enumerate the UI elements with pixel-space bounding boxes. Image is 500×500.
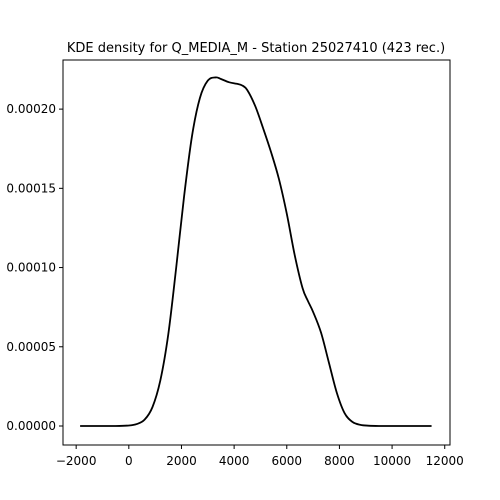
density-line	[80, 76, 432, 427]
x-tick-label: 2000	[166, 454, 197, 468]
x-tick-label: 10000	[373, 454, 411, 468]
x-tick-label: 4000	[219, 454, 250, 468]
x-tick-label: 6000	[272, 454, 303, 468]
y-tick-label: 0.00015	[6, 181, 56, 195]
axes-frame	[62, 59, 451, 446]
chart-title: KDE density for Q_MEDIA_M - Station 2502…	[67, 41, 445, 56]
x-tick-label: 8000	[324, 454, 355, 468]
y-axis: 0.00000 0.00005 0.00010 0.00015 0.00020	[6, 102, 63, 433]
x-tick-label: 0	[125, 454, 133, 468]
plot-area: 0.00000 0.00005 0.00010 0.00015 0.00020 −200…	[6, 59, 464, 468]
y-tick-label: 0.00020	[6, 102, 56, 116]
y-tick-label: 0.00000	[6, 419, 56, 433]
x-tick-label: 12000	[426, 454, 464, 468]
y-tick-label: 0.00005	[6, 340, 56, 354]
x-axis: −2000 0 2000 4000 6000 8000 10000 12000	[56, 445, 464, 468]
y-tick-label: 0.00010	[6, 261, 56, 275]
x-tick-label: −2000	[56, 454, 97, 468]
